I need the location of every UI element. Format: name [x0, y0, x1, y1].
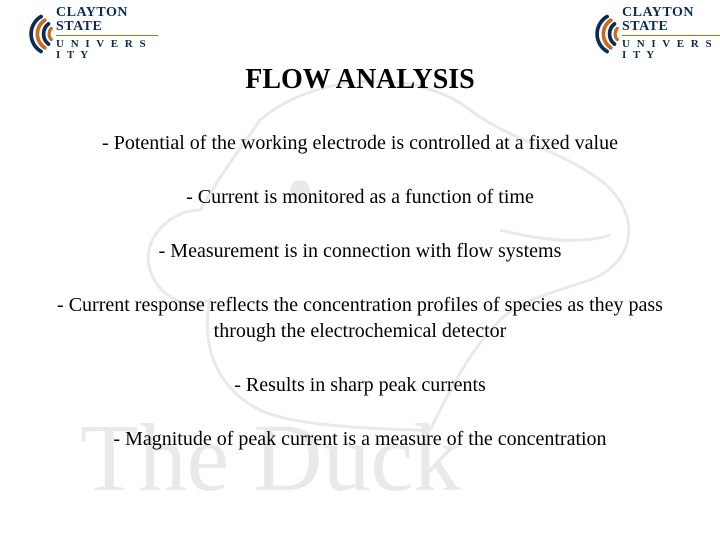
- slide-content: FLOW ANALYSIS - Potential of the working…: [0, 0, 720, 540]
- logo-text-block: CLAYTON STATE U N I V E R S I T Y: [622, 6, 720, 61]
- logo-arcs-icon: [574, 11, 620, 57]
- logo-line1: CLAYTON STATE: [56, 6, 158, 34]
- logo-text-block: CLAYTON STATE U N I V E R S I T Y: [56, 6, 158, 61]
- logo-line2: U N I V E R S I T Y: [622, 39, 720, 61]
- logo-line2: U N I V E R S I T Y: [56, 39, 158, 61]
- slide-title: FLOW ANALYSIS: [0, 64, 720, 96]
- bullet-item: - Measurement is in connection with flow…: [0, 238, 720, 264]
- logo-rule: [56, 35, 158, 36]
- bullet-item: - Current is monitored as a function of …: [0, 184, 720, 210]
- logo-left: CLAYTON STATE U N I V E R S I T Y: [8, 6, 158, 61]
- bullet-item: - Current response reflects the concentr…: [0, 292, 720, 344]
- bullet-item: - Potential of the working electrode is …: [0, 130, 720, 156]
- logo-right: CLAYTON STATE U N I V E R S I T Y: [574, 6, 720, 61]
- logo-arcs-icon: [8, 11, 54, 57]
- bullet-item: - Results in sharp peak currents: [0, 372, 720, 398]
- logo-rule: [622, 35, 720, 36]
- logo-line1: CLAYTON STATE: [622, 6, 720, 34]
- bullet-item: - Magnitude of peak current is a measure…: [0, 426, 720, 452]
